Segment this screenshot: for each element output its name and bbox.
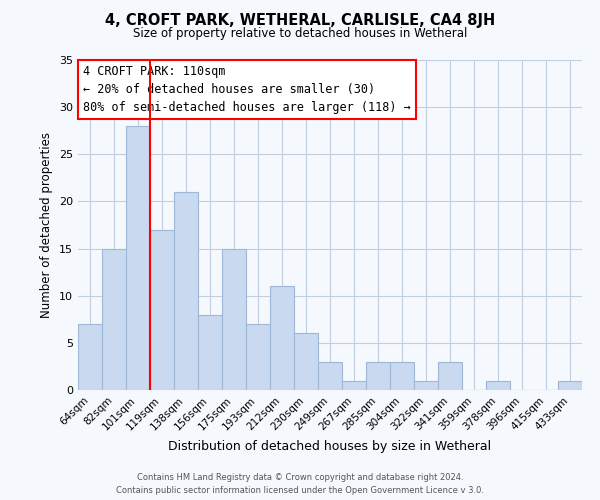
Bar — [270, 286, 294, 390]
Y-axis label: Number of detached properties: Number of detached properties — [40, 132, 53, 318]
Bar — [342, 380, 366, 390]
Text: 4, CROFT PARK, WETHERAL, CARLISLE, CA4 8JH: 4, CROFT PARK, WETHERAL, CARLISLE, CA4 8… — [105, 12, 495, 28]
X-axis label: Distribution of detached houses by size in Wetheral: Distribution of detached houses by size … — [169, 440, 491, 453]
Bar — [486, 380, 510, 390]
Bar — [246, 324, 270, 390]
Bar — [294, 334, 318, 390]
Bar — [318, 362, 342, 390]
Bar — [126, 126, 150, 390]
Text: Size of property relative to detached houses in Wetheral: Size of property relative to detached ho… — [133, 28, 467, 40]
Bar — [78, 324, 102, 390]
Bar — [222, 248, 246, 390]
Bar — [174, 192, 198, 390]
Bar — [102, 248, 126, 390]
Bar — [558, 380, 582, 390]
Bar — [390, 362, 414, 390]
Bar — [150, 230, 174, 390]
Bar — [438, 362, 462, 390]
Bar — [414, 380, 438, 390]
Bar — [366, 362, 390, 390]
Text: Contains HM Land Registry data © Crown copyright and database right 2024.
Contai: Contains HM Land Registry data © Crown c… — [116, 474, 484, 495]
Text: 4 CROFT PARK: 110sqm
← 20% of detached houses are smaller (30)
80% of semi-detac: 4 CROFT PARK: 110sqm ← 20% of detached h… — [83, 65, 411, 114]
Bar — [198, 314, 222, 390]
